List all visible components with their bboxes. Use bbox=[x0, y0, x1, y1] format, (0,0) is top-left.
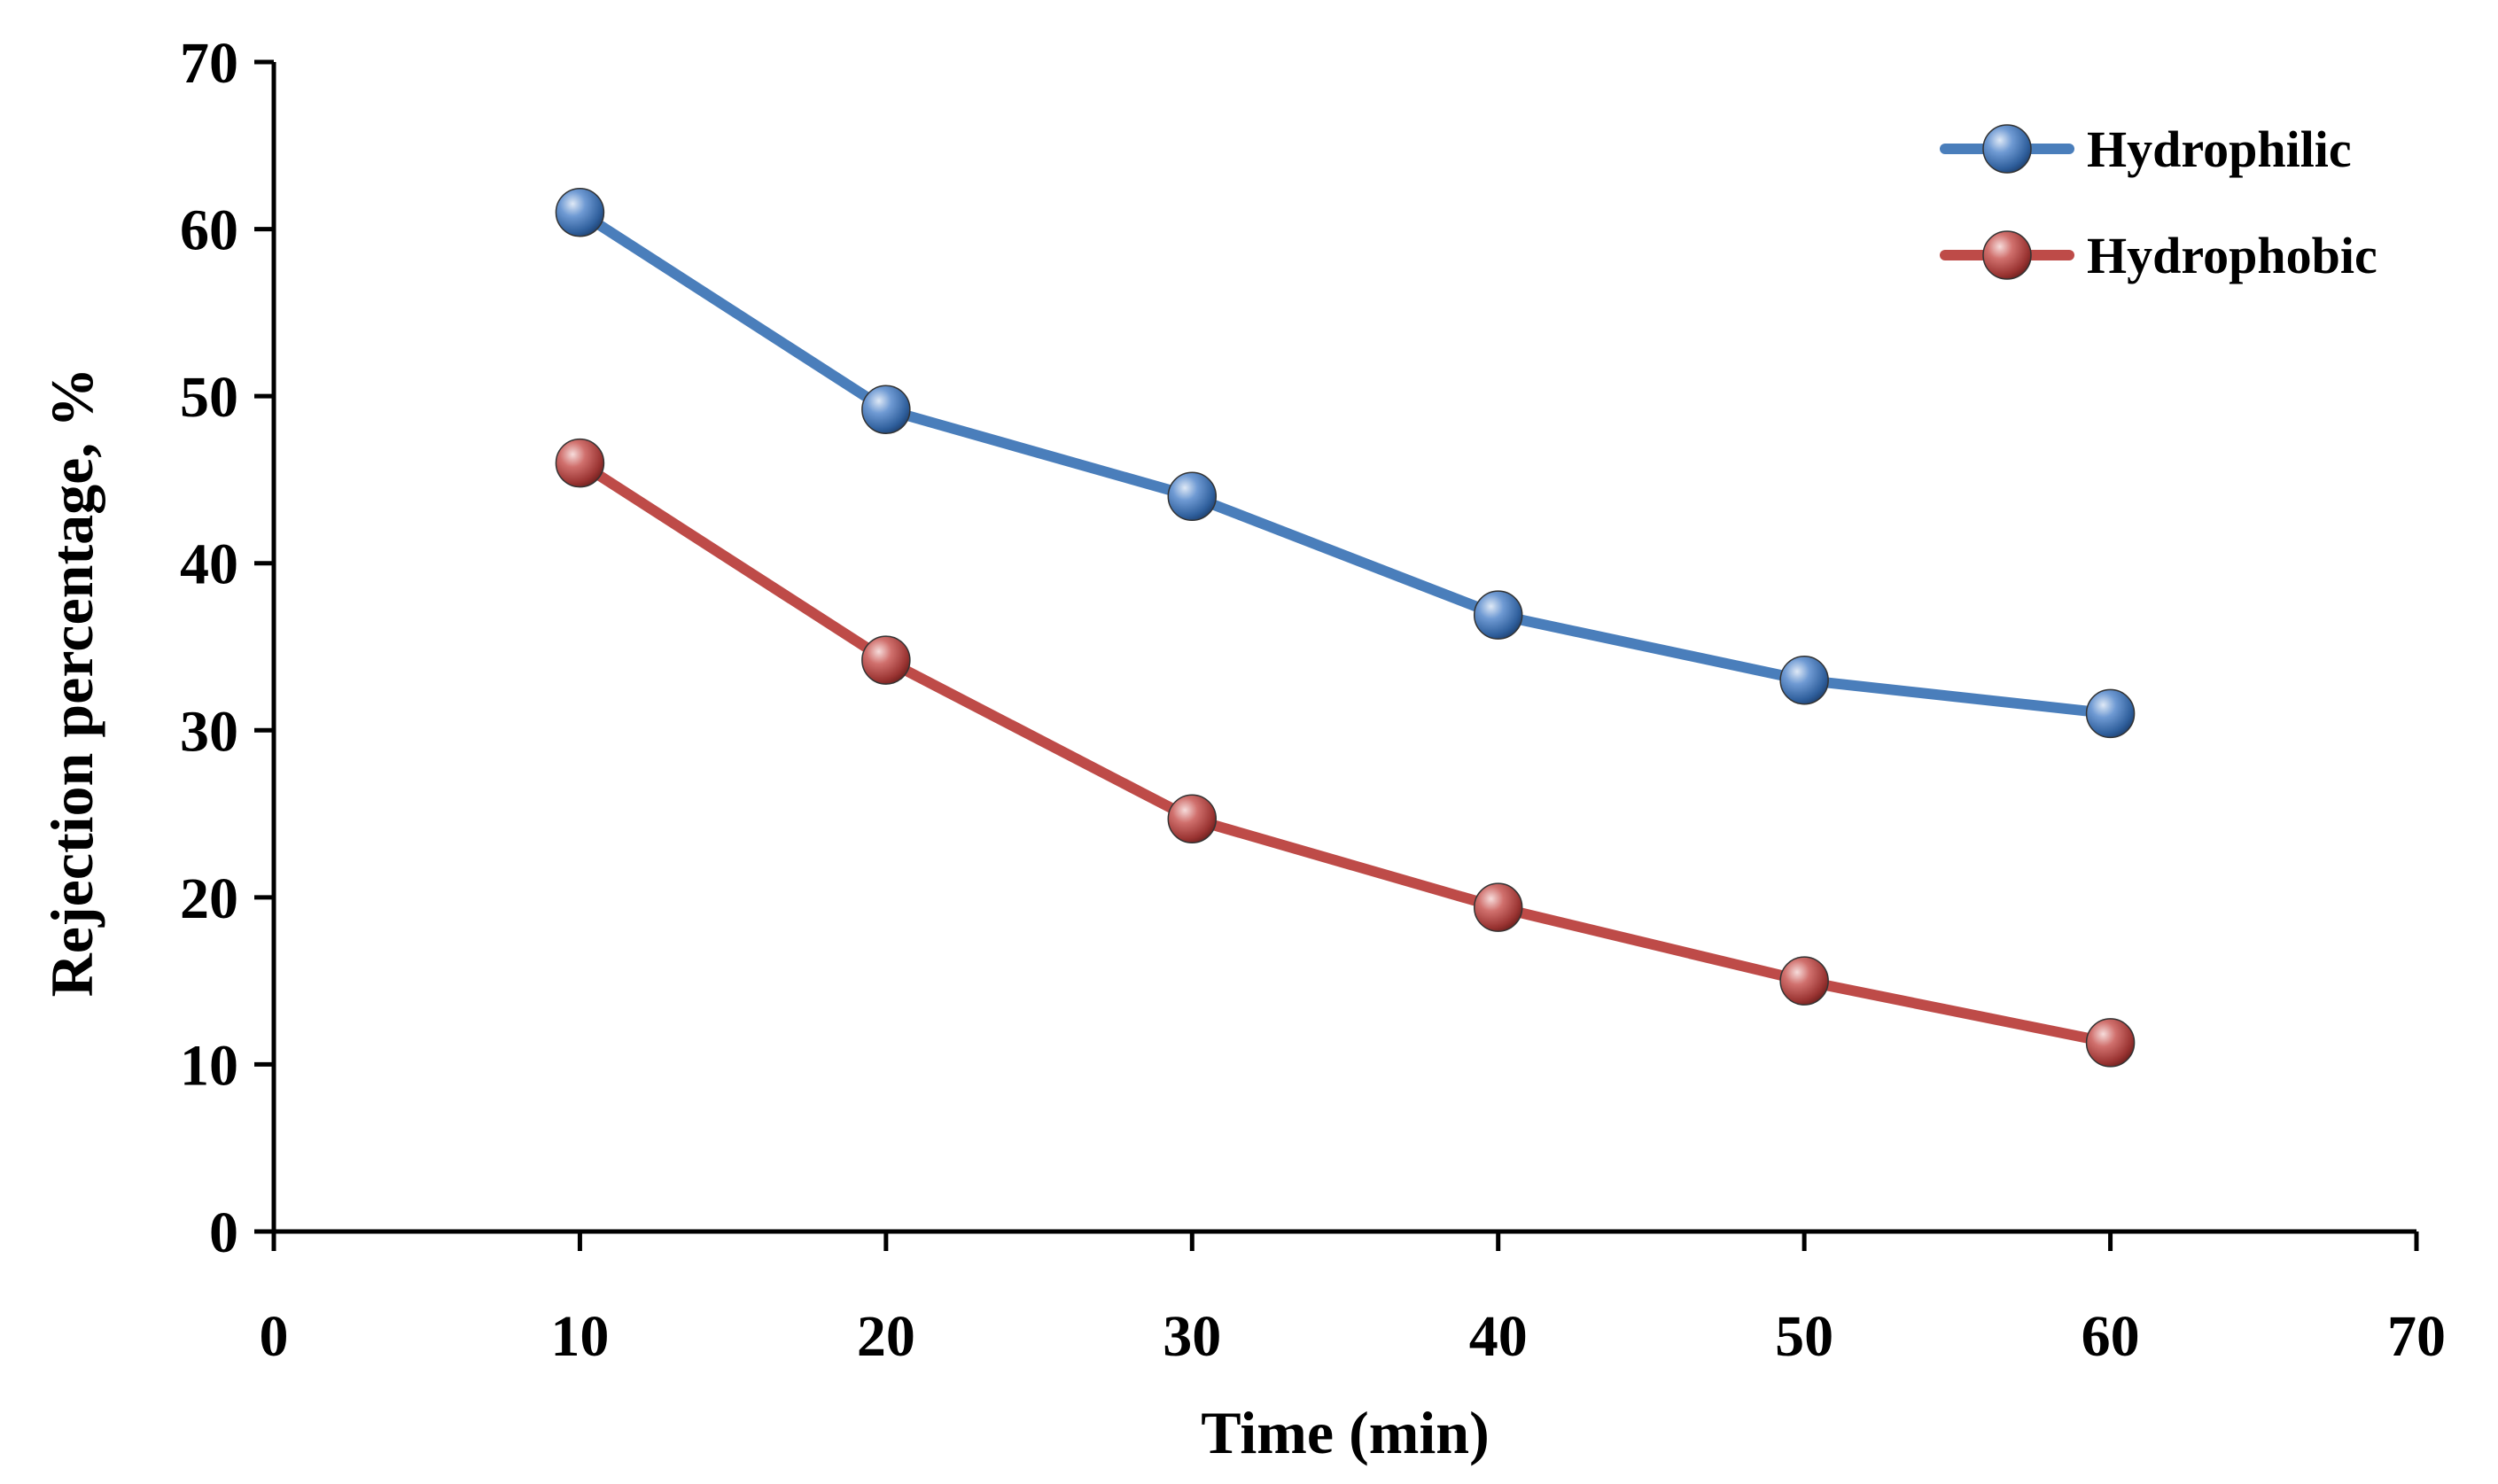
data-point bbox=[1779, 655, 1829, 705]
x-tick-label: 20 bbox=[857, 1304, 915, 1369]
data-point bbox=[2085, 1018, 2136, 1068]
data-point bbox=[555, 187, 605, 237]
x-tick-label: 50 bbox=[1775, 1304, 1833, 1369]
legend-item-hydrophilic: Hydrophilic bbox=[1940, 120, 2352, 178]
x-tick-label: 0 bbox=[260, 1304, 289, 1369]
series-line bbox=[574, 457, 2116, 1048]
data-point bbox=[1779, 956, 1829, 1006]
data-point bbox=[1473, 882, 1523, 932]
legend-label: Hydrophilic bbox=[2087, 120, 2352, 178]
legend-marker bbox=[1982, 124, 2032, 174]
legend-item-hydrophobic: Hydrophobic bbox=[1940, 227, 2377, 284]
data-point bbox=[2085, 688, 2136, 739]
data-point bbox=[1167, 471, 1218, 522]
legend-marker bbox=[1982, 230, 2032, 280]
data-point bbox=[861, 635, 911, 685]
data-point bbox=[861, 385, 911, 434]
y-tick-label: 70 bbox=[180, 31, 238, 96]
data-point bbox=[555, 438, 605, 488]
series-hydrophilic bbox=[555, 187, 2136, 739]
legend-label: Hydrophobic bbox=[2087, 227, 2377, 284]
y-axis-title: Rejection percentage, % bbox=[38, 368, 105, 998]
y-tick-label: 0 bbox=[209, 1200, 238, 1265]
data-point bbox=[1473, 590, 1523, 640]
x-axis-title: Time (min) bbox=[1201, 1399, 1490, 1466]
y-tick-label: 30 bbox=[180, 699, 238, 764]
x-tick-label: 40 bbox=[1469, 1304, 1528, 1369]
x-tick-label: 70 bbox=[2387, 1304, 2446, 1369]
series-line bbox=[574, 206, 2116, 719]
series-layer bbox=[555, 187, 2136, 1068]
y-tick-label: 20 bbox=[180, 866, 238, 931]
x-tick-label: 30 bbox=[1163, 1304, 1221, 1369]
y-tick-label: 50 bbox=[180, 365, 238, 430]
data-point bbox=[1167, 794, 1218, 843]
series-hydrophobic bbox=[555, 438, 2136, 1068]
y-tick-label: 40 bbox=[180, 532, 238, 597]
x-tick-label: 10 bbox=[550, 1304, 609, 1369]
y-tick-label: 60 bbox=[180, 198, 238, 263]
y-tick-label: 10 bbox=[180, 1033, 238, 1098]
x-tick-label: 60 bbox=[2082, 1304, 2140, 1369]
legend: Hydrophilic Hydrophobic bbox=[1940, 120, 2377, 284]
axes: 0 10 20 30 40 50 60 70 0 10 20 30 40 50 60 70 bbox=[180, 31, 2446, 1369]
